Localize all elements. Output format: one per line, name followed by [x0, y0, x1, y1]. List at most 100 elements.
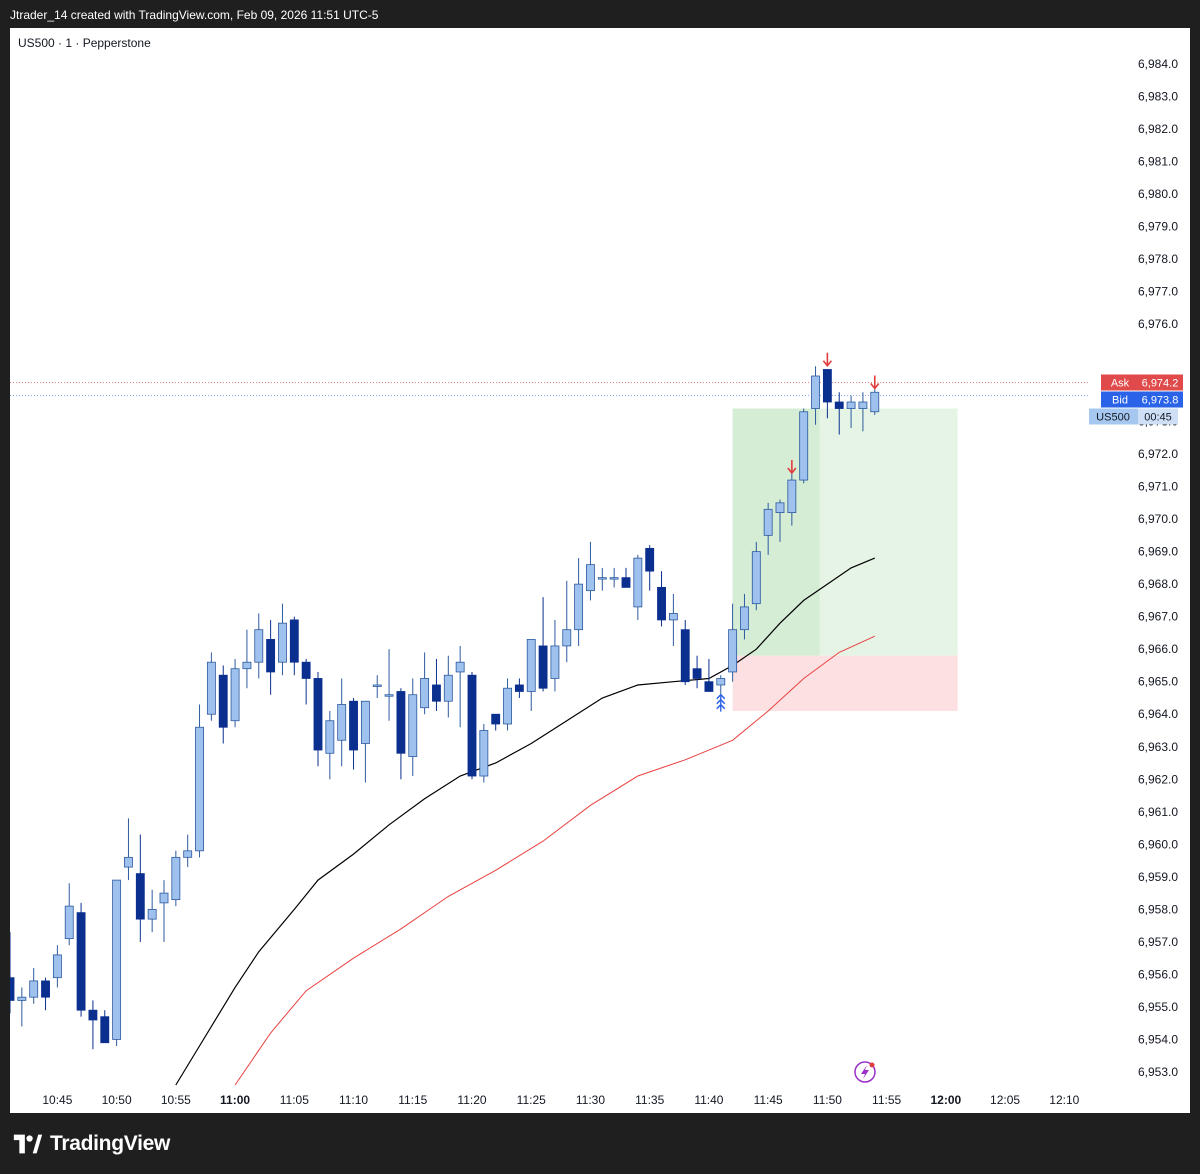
- candle[interactable]: [159, 880, 169, 942]
- sell-signal-arrow-icon[interactable]: [822, 352, 833, 368]
- candle[interactable]: [396, 688, 406, 780]
- bid-price-tag[interactable]: Bid 6,973.8: [1101, 391, 1183, 408]
- candle[interactable]: [574, 558, 584, 646]
- candle[interactable]: [360, 700, 370, 783]
- candle[interactable]: [420, 652, 430, 715]
- candle[interactable]: [503, 678, 512, 731]
- candle[interactable]: [41, 977, 50, 1011]
- ema-fast-line[interactable]: [175, 557, 876, 1086]
- price-chart-svg[interactable]: 6,984.0 6,983.0 6,982.0 6,981.0 6,980.0 6,979…: [10, 28, 1190, 1113]
- candle[interactable]: [230, 658, 240, 728]
- candle[interactable]: [846, 395, 856, 429]
- candle-body: [349, 700, 358, 751]
- candle[interactable]: [278, 603, 287, 676]
- buy-signal-chevron-icon[interactable]: [716, 693, 726, 712]
- candle[interactable]: [100, 1010, 110, 1044]
- sell-signal-arrow-icon[interactable]: [870, 375, 880, 390]
- candle[interactable]: [17, 987, 27, 1027]
- tradingview-logo[interactable]: TradingView: [12, 1131, 170, 1157]
- candle[interactable]: [609, 567, 619, 588]
- candle[interactable]: [526, 639, 536, 711]
- candle-body: [396, 691, 406, 754]
- candle[interactable]: [29, 967, 39, 1004]
- candle[interactable]: [562, 580, 572, 663]
- candle[interactable]: [514, 678, 524, 698]
- candle[interactable]: [586, 541, 595, 601]
- candle[interactable]: [704, 658, 714, 692]
- candle[interactable]: [811, 366, 820, 425]
- symbol-price-tag[interactable]: US500 00:45: [1089, 408, 1178, 425]
- candle[interactable]: [337, 678, 347, 767]
- ema-slow-line[interactable]: [234, 635, 876, 1086]
- ask-price-tag[interactable]: Ask 6,974.2: [1101, 374, 1183, 391]
- candle[interactable]: [858, 392, 868, 432]
- candle[interactable]: [313, 671, 323, 767]
- candle[interactable]: [751, 541, 761, 611]
- candle-body: [763, 508, 773, 536]
- candle[interactable]: [183, 834, 193, 868]
- stop-loss-zone[interactable]: [732, 655, 958, 711]
- candle[interactable]: [621, 567, 631, 588]
- candle[interactable]: [242, 629, 252, 689]
- candle[interactable]: [479, 723, 489, 783]
- candle[interactable]: [349, 697, 358, 770]
- candle[interactable]: [218, 665, 228, 744]
- candle[interactable]: [822, 369, 832, 419]
- candle-body: [41, 980, 50, 998]
- candle[interactable]: [775, 499, 785, 542]
- price-tick-label: 6,970.0: [1138, 512, 1178, 526]
- ask-tag-value: 6,974.2: [1142, 378, 1179, 390]
- candle[interactable]: [124, 818, 133, 881]
- candle[interactable]: [289, 616, 299, 676]
- candle[interactable]: [799, 408, 809, 484]
- symbol-legend[interactable]: US500 · 1 · Pepperstone: [18, 36, 151, 50]
- candle[interactable]: [195, 704, 204, 858]
- candle[interactable]: [64, 883, 74, 946]
- candle[interactable]: [301, 658, 311, 705]
- candle[interactable]: [206, 652, 216, 721]
- candle[interactable]: [171, 850, 181, 907]
- candle[interactable]: [455, 645, 465, 728]
- candle-body: [645, 547, 655, 572]
- sell-signal-arrow-icon[interactable]: [787, 460, 797, 475]
- candle[interactable]: [728, 603, 738, 682]
- candle[interactable]: [10, 932, 15, 1014]
- candle[interactable]: [491, 713, 501, 731]
- chart-area[interactable]: 6,984.0 6,983.0 6,982.0 6,981.0 6,980.0 6,979…: [10, 28, 1190, 1113]
- candle[interactable]: [467, 671, 477, 780]
- candle[interactable]: [432, 658, 441, 711]
- candle[interactable]: [52, 945, 62, 988]
- candle[interactable]: [76, 902, 86, 1017]
- candle[interactable]: [633, 554, 643, 620]
- candle[interactable]: [692, 655, 702, 689]
- candle-body: [171, 856, 181, 901]
- candle[interactable]: [787, 473, 797, 526]
- candle[interactable]: [254, 613, 264, 679]
- price-scale[interactable]: 6,984.0 6,983.0 6,982.0 6,981.0 6,980.0 6,979…: [1138, 57, 1178, 1079]
- candle[interactable]: [740, 593, 749, 640]
- candle[interactable]: [834, 392, 844, 435]
- candle[interactable]: [645, 545, 655, 591]
- candle[interactable]: [657, 571, 666, 627]
- time-tick-label: 12:00: [930, 1093, 961, 1107]
- candle[interactable]: [538, 597, 548, 692]
- candle[interactable]: [266, 619, 276, 695]
- candle[interactable]: [408, 678, 418, 777]
- candle[interactable]: [88, 1000, 98, 1050]
- candle[interactable]: [384, 649, 394, 721]
- candle[interactable]: [763, 502, 773, 555]
- time-scale[interactable]: 10:45 10:50 10:55 11:00 11:05 11:10 11:15 11:20…: [42, 1093, 1079, 1107]
- candle[interactable]: [597, 567, 607, 591]
- candle[interactable]: [147, 889, 157, 933]
- candle[interactable]: [550, 619, 560, 692]
- candle[interactable]: [112, 879, 122, 1046]
- candle[interactable]: [870, 389, 880, 416]
- candle[interactable]: [372, 675, 382, 698]
- candle[interactable]: [325, 710, 335, 780]
- lightning-alert-icon[interactable]: [854, 1061, 876, 1083]
- candle[interactable]: [443, 655, 453, 718]
- chart-layer: 6,984.0 6,983.0 6,982.0 6,981.0 6,980.0 6,979…: [10, 28, 1190, 1113]
- candle[interactable]: [668, 593, 678, 646]
- candle[interactable]: [680, 619, 690, 685]
- candle[interactable]: [135, 834, 145, 942]
